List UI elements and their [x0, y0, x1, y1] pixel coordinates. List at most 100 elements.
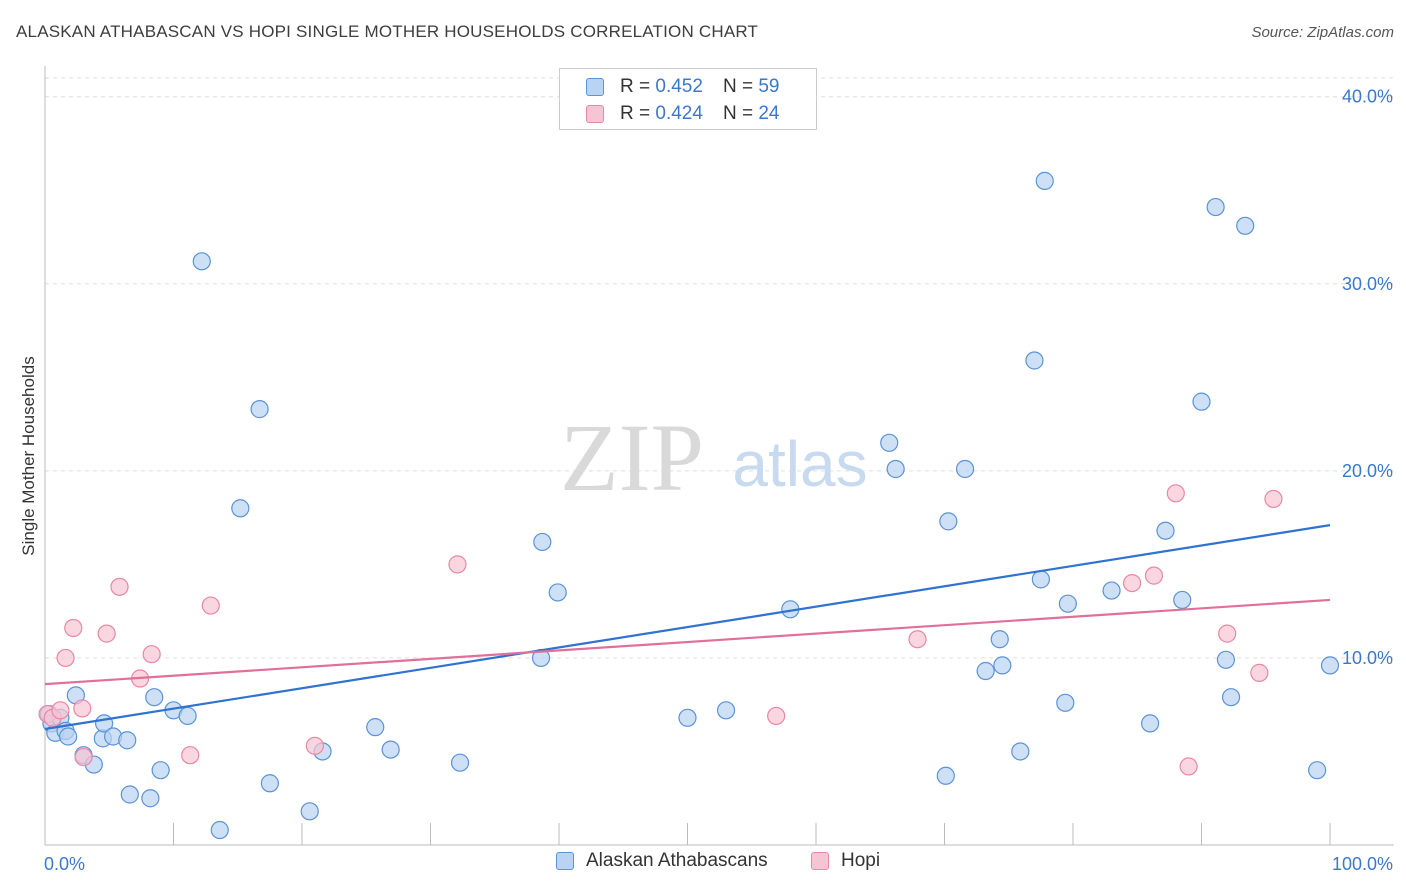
- data-point: [533, 532, 552, 552]
- legend-r-label: R =: [620, 103, 651, 124]
- y-tick-labels: 10.0% 20.0% 30.0% 40.0%: [1342, 87, 1393, 668]
- data-point: [74, 747, 93, 767]
- data-point: [1156, 521, 1175, 540]
- data-point: [381, 740, 400, 759]
- data-point: [51, 701, 70, 720]
- legend-swatch-pink: [811, 852, 829, 870]
- series-hopi: [38, 484, 1283, 776]
- data-point: [678, 708, 697, 727]
- legend-n-label: N =: [722, 76, 754, 97]
- data-point: [64, 618, 83, 638]
- source-label: Source: ZipAtlas.com: [1251, 24, 1394, 41]
- legend-row-hopi: R = 0.424 N = 24: [586, 102, 779, 126]
- data-point: [1250, 663, 1269, 682]
- data-point: [1308, 761, 1327, 780]
- data-point: [908, 630, 927, 649]
- legend-n-value: 59: [758, 76, 780, 97]
- x-tick-label: 0.0%: [44, 854, 85, 874]
- legend-n-label: N =: [722, 103, 754, 124]
- data-point: [448, 555, 467, 574]
- grid-lines: [45, 77, 1394, 659]
- data-point: [181, 746, 200, 765]
- data-point: [939, 512, 958, 531]
- data-point: [1218, 624, 1237, 643]
- data-point: [56, 648, 75, 668]
- legend-swatch-pink: [586, 105, 604, 123]
- legend-item-alaskan: Alaskan Athabascans: [556, 850, 768, 872]
- data-point: [886, 459, 905, 479]
- data-point: [231, 499, 250, 518]
- data-point: [260, 774, 279, 793]
- data-point: [151, 761, 170, 780]
- data-point: [141, 789, 160, 808]
- watermark: ZIP atlas: [560, 404, 868, 511]
- trend-lines: [44, 524, 1331, 731]
- data-point: [1166, 484, 1185, 503]
- data-point: [201, 596, 220, 615]
- data-point: [1216, 650, 1236, 669]
- data-point: [716, 701, 736, 720]
- data-point: [1179, 757, 1198, 776]
- trend-line: [44, 598, 1331, 686]
- y-tick-label: 40.0%: [1342, 87, 1393, 107]
- legend-swatch-blue: [556, 852, 574, 870]
- legend-r-label: R =: [620, 76, 651, 97]
- data-point: [366, 718, 385, 737]
- data-point: [1206, 197, 1225, 217]
- legend-n-value: 24: [758, 103, 780, 124]
- data-point: [1221, 688, 1241, 707]
- data-point: [1144, 566, 1164, 585]
- x-tick-labels: 0.0% 100.0%: [44, 854, 1393, 874]
- data-point: [110, 577, 129, 596]
- data-point: [450, 753, 470, 772]
- data-point: [192, 252, 211, 271]
- trend-line: [44, 524, 1331, 731]
- data-point: [118, 731, 137, 750]
- legend-r-value: 0.424: [655, 103, 703, 124]
- data-point: [1264, 489, 1283, 509]
- legend-r-value: 0.452: [655, 76, 703, 97]
- data-point: [1058, 594, 1077, 613]
- data-point: [1236, 216, 1255, 235]
- data-point: [1011, 742, 1030, 761]
- data-point: [59, 727, 78, 746]
- data-point: [305, 736, 324, 755]
- legend-row-alaskan: R = 0.452 N = 59: [586, 75, 779, 99]
- watermark-atlas: atlas: [732, 428, 867, 500]
- watermark-zip: ZIP: [560, 404, 704, 511]
- x-tick-label: 100.0%: [1332, 854, 1393, 874]
- data-point: [548, 583, 567, 602]
- data-point: [250, 400, 269, 419]
- data-point: [145, 688, 164, 707]
- data-point: [178, 706, 197, 726]
- legend-item-hopi: Hopi: [811, 850, 880, 872]
- correlation-legend: R = 0.452 N = 59 R = 0.424 N = 24: [559, 68, 817, 130]
- data-point: [1173, 590, 1192, 610]
- y-tick-label: 30.0%: [1342, 274, 1393, 294]
- legend-swatch-blue: [586, 78, 604, 96]
- legend-label-hopi: Hopi: [841, 850, 881, 871]
- data-point: [936, 766, 955, 785]
- data-point: [1031, 570, 1050, 589]
- data-point: [1123, 573, 1142, 593]
- data-point: [880, 433, 899, 452]
- data-point: [73, 699, 92, 718]
- data-point: [993, 656, 1012, 675]
- chart-title: ALASKAN ATHABASCAN VS HOPI SINGLE MOTHER…: [16, 22, 759, 41]
- data-point: [300, 802, 319, 821]
- data-point: [1320, 656, 1340, 675]
- axes: [44, 66, 1394, 846]
- data-point: [1102, 581, 1121, 600]
- legend-label-alaskan: Alaskan Athabascans: [586, 850, 768, 871]
- data-point: [767, 706, 786, 726]
- data-point: [1192, 392, 1211, 411]
- data-point: [990, 630, 1009, 649]
- y-axis-label: Single Mother Households: [19, 356, 38, 555]
- data-point: [120, 785, 139, 804]
- data-point: [955, 459, 975, 479]
- data-point: [142, 645, 161, 664]
- data-point: [1025, 351, 1044, 370]
- data-point: [1140, 714, 1160, 733]
- y-tick-label: 20.0%: [1342, 461, 1393, 481]
